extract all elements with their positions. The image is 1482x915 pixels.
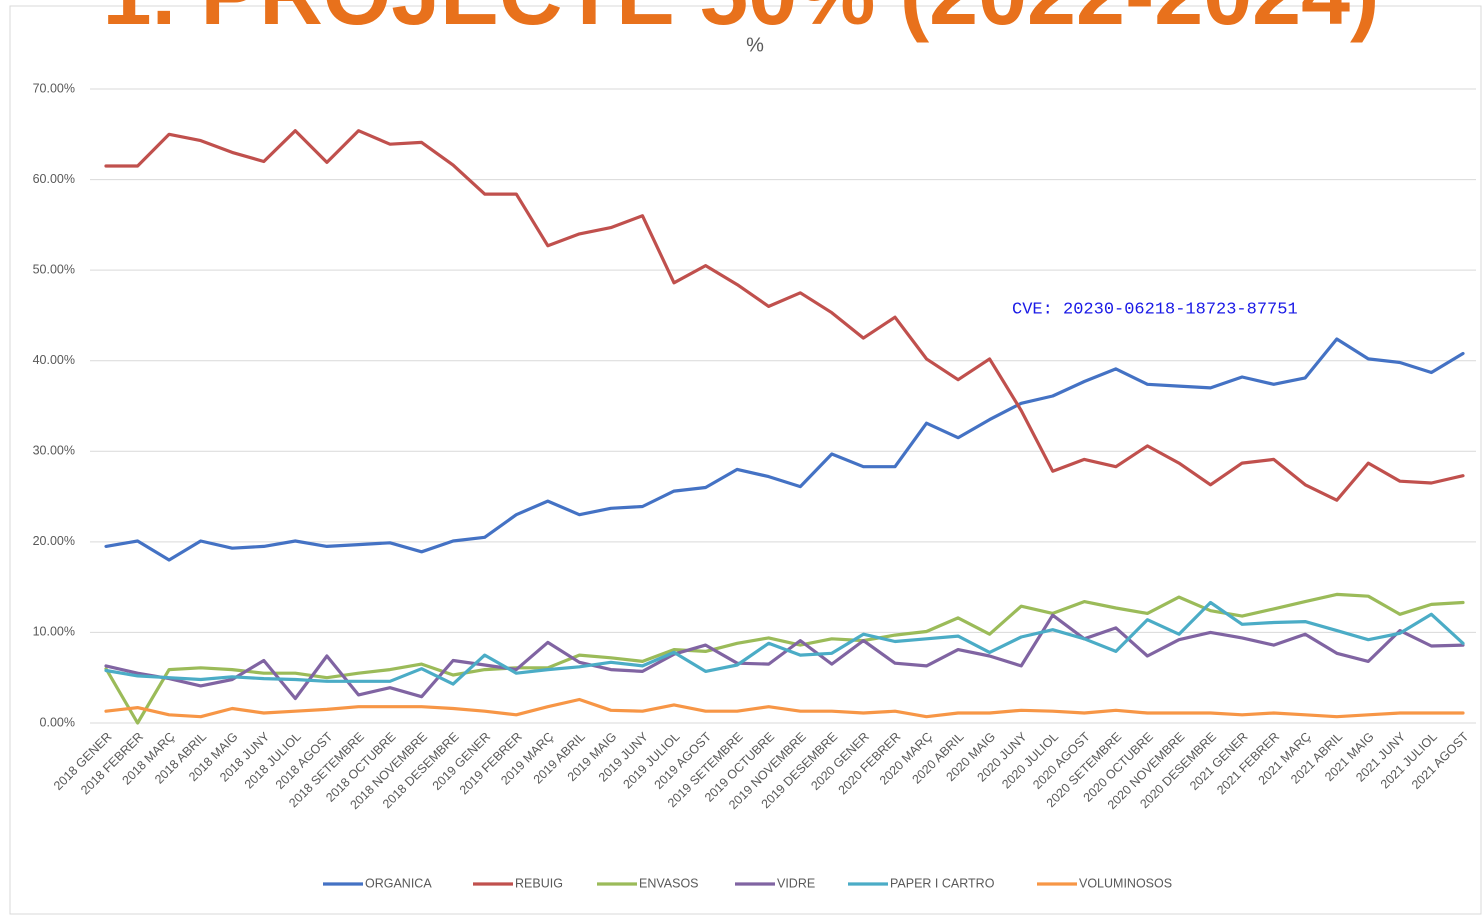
y-tick-label: 10.00% bbox=[33, 625, 75, 639]
legend-label: REBUIG bbox=[515, 876, 563, 890]
y-tick-label: 20.00% bbox=[33, 534, 75, 548]
legend-label: VIDRE bbox=[777, 876, 815, 890]
y-tick-label: 50.00% bbox=[33, 262, 75, 276]
annotation: CVE: 20230-06218-18723-87751 bbox=[1012, 300, 1298, 319]
y-tick-label: 60.00% bbox=[33, 172, 75, 186]
y-tick-label: 70.00% bbox=[33, 81, 75, 95]
series-line bbox=[104, 697, 1465, 719]
y-tick-label: 40.00% bbox=[33, 353, 75, 367]
legend-label: ORGANICA bbox=[365, 876, 432, 890]
series-line bbox=[104, 592, 1465, 725]
chart-subtitle: % bbox=[746, 34, 764, 56]
series-line bbox=[104, 337, 1465, 562]
series-line bbox=[104, 129, 1465, 502]
chart-border bbox=[9, 5, 1482, 915]
y-tick-label: 0.00% bbox=[40, 715, 75, 729]
series-line bbox=[104, 613, 1465, 701]
legend-label: ENVASOS bbox=[639, 876, 699, 890]
chart-title: 1. PROJECTE 50% (2022-2024) bbox=[103, 0, 1380, 43]
series-line bbox=[104, 600, 1465, 686]
legend-label: PAPER I CARTRO bbox=[890, 876, 995, 890]
legend-label: VOLUMINOSOS bbox=[1079, 876, 1172, 890]
y-tick-label: 30.00% bbox=[33, 444, 75, 458]
